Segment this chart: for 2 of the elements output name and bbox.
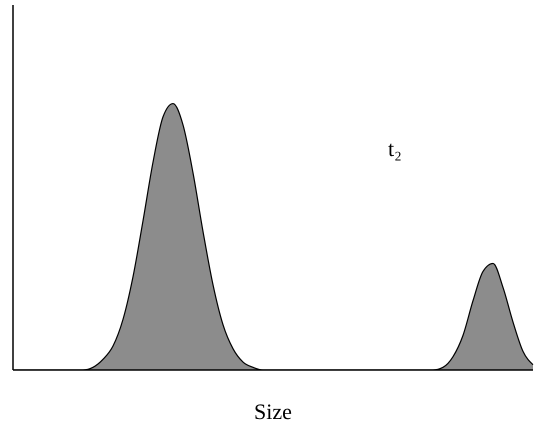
x-axis-title: Size	[254, 399, 292, 423]
annotation: t₂	[388, 136, 402, 162]
